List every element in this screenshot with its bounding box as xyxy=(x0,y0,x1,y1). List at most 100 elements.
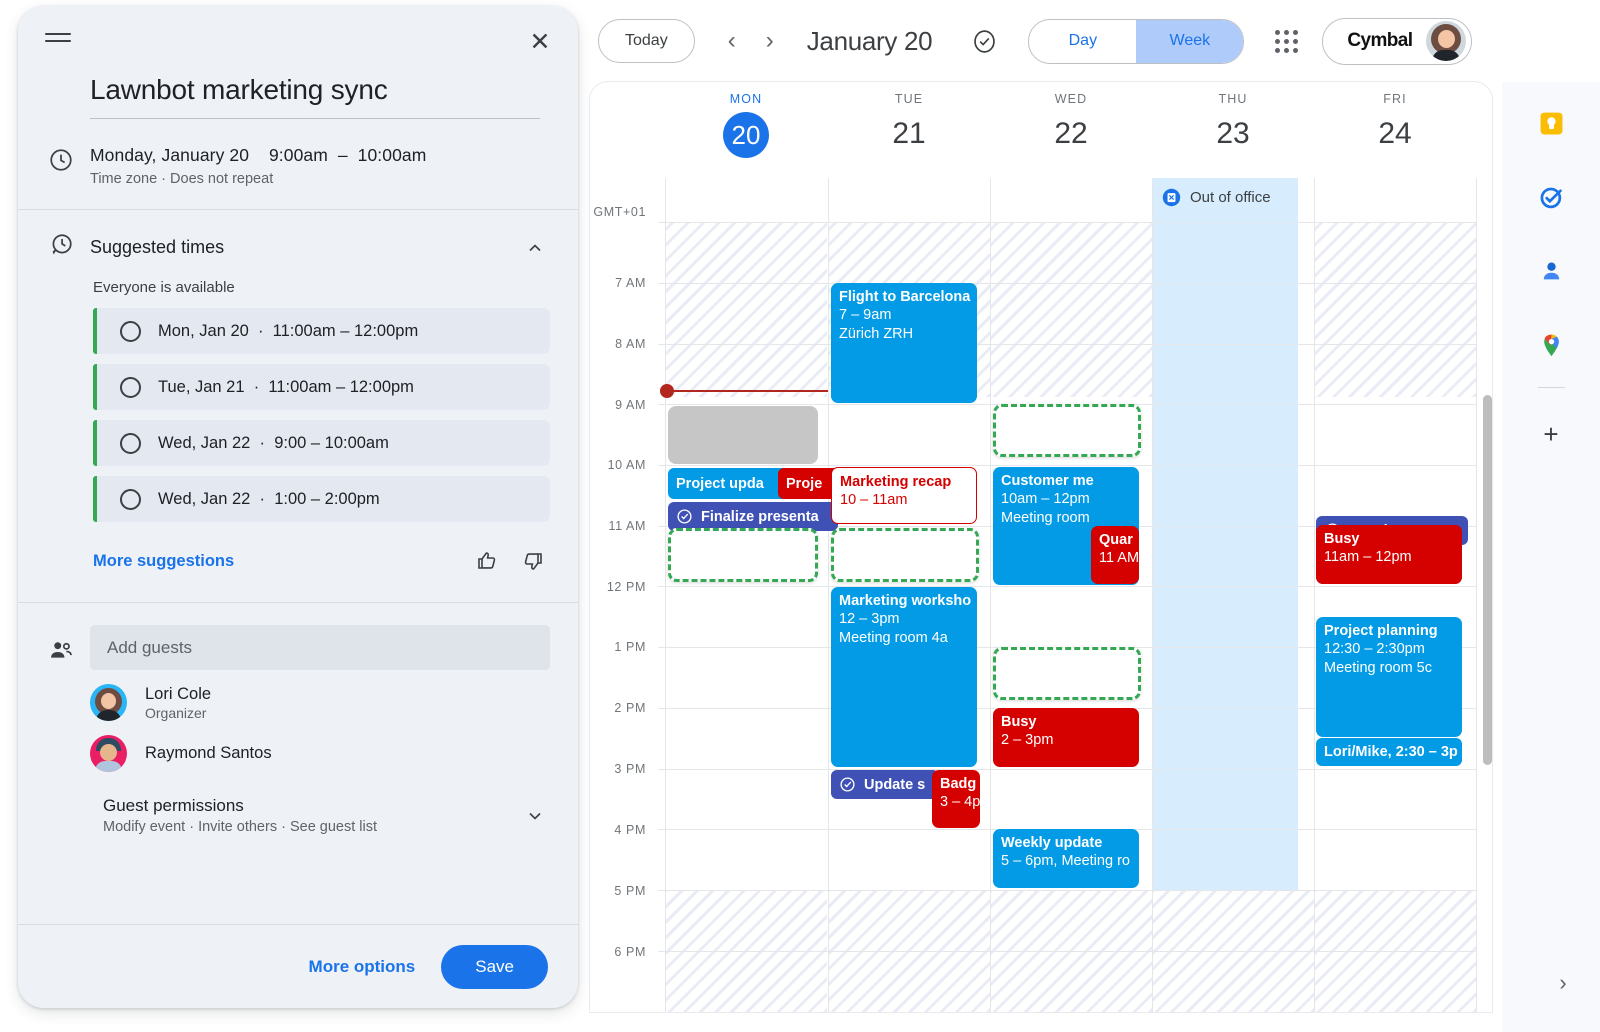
event-title: Quar xyxy=(1099,532,1133,548)
event-end-time[interactable]: 10:00am xyxy=(357,145,427,165)
suggested-time-slot[interactable]: Wed, Jan 22 · 1:00 – 2:00pm xyxy=(93,476,550,522)
day-header-thu[interactable]: THU 23 xyxy=(1152,92,1314,156)
slot-radio[interactable] xyxy=(120,320,141,342)
day-header-fri[interactable]: FRI 24 xyxy=(1314,92,1476,156)
today-button[interactable]: Today xyxy=(598,19,695,63)
availability-text: Everyone is available xyxy=(93,279,235,296)
guest-list-item[interactable]: Lori Cole Organizer xyxy=(90,684,550,721)
event-time: 10am – 12pm xyxy=(1001,491,1090,507)
view-switcher: Day Week xyxy=(1028,18,1245,64)
keep-icon[interactable] xyxy=(1536,108,1566,138)
task-finalize-presentation[interactable]: Finalize presenta xyxy=(668,502,838,531)
task-check-circle-icon xyxy=(676,508,693,525)
day-number[interactable]: 23 xyxy=(1216,117,1250,150)
guest-list-item[interactable]: Raymond Santos xyxy=(90,735,550,772)
avatar[interactable] xyxy=(1426,21,1467,61)
event-title: Weekly update xyxy=(1001,835,1103,851)
more-options-link[interactable]: More options xyxy=(308,956,416,976)
hour-label: 2 PM xyxy=(614,701,646,715)
event-title-input[interactable]: Lawnbot marketing sync xyxy=(90,74,540,119)
day-name: FRI xyxy=(1383,92,1407,106)
event-quarterly[interactable]: Quar 11 AM xyxy=(1091,526,1139,584)
grid-day-line xyxy=(665,178,666,1012)
task-check-icon[interactable] xyxy=(964,21,1004,61)
tab-week[interactable]: Week xyxy=(1136,19,1244,63)
event-project-red[interactable]: Proje xyxy=(778,468,840,499)
guest-name: Lori Cole xyxy=(145,684,212,703)
event-project-planning[interactable]: Project planning 12:30 – 2:30pm Meeting … xyxy=(1316,617,1462,737)
grid-day-line xyxy=(1314,178,1315,1012)
slot-radio[interactable] xyxy=(120,488,141,510)
event-busy-fri[interactable]: Busy 11am – 12pm xyxy=(1316,525,1462,584)
event-date[interactable]: Monday, January 20 xyxy=(90,145,250,165)
suggested-time-slot[interactable]: Mon, Jan 20 · 11:00am – 12:00pm xyxy=(93,308,550,354)
save-button[interactable]: Save xyxy=(441,944,548,989)
day-number[interactable]: 24 xyxy=(1378,117,1412,150)
hour-label: 3 PM xyxy=(614,762,646,776)
event-badge-pickup[interactable]: Badg 3 – 4p xyxy=(932,770,980,828)
out-of-office-label-row[interactable]: Out of office xyxy=(1162,188,1271,207)
slot-radio[interactable] xyxy=(120,432,141,454)
contacts-icon[interactable] xyxy=(1536,256,1566,286)
divider xyxy=(18,602,578,603)
more-suggestions-row: More suggestions xyxy=(93,544,550,578)
event-flight-to-barcelona[interactable]: Flight to Barcelona 7 – 9am Zürich ZRH xyxy=(831,283,977,403)
out-of-office-band[interactable] xyxy=(1152,178,1298,890)
slot-accent-bar xyxy=(93,364,97,410)
suggested-time-slot[interactable]: Wed, Jan 22 · 9:00 – 10:00am xyxy=(93,420,550,466)
tab-day[interactable]: Day xyxy=(1068,32,1098,49)
slot-radio[interactable] xyxy=(120,376,141,398)
slot-accent-bar xyxy=(93,476,97,522)
hour-label: 4 PM xyxy=(614,823,646,837)
suggested-slot-box-mon[interactable] xyxy=(668,528,818,582)
chevron-down-icon[interactable] xyxy=(520,801,550,831)
task-update-slides[interactable]: Update s xyxy=(831,770,939,799)
day-header-tue[interactable]: TUE 21 xyxy=(828,92,990,156)
side-rail: + xyxy=(1502,82,1600,1032)
grid-hour-line xyxy=(658,283,1476,284)
day-number[interactable]: 20 xyxy=(723,112,769,158)
suggested-slot-box-wed-pm[interactable] xyxy=(993,647,1141,700)
add-guests-input[interactable]: Add guests xyxy=(90,625,550,670)
guest-permissions-row[interactable]: Guest permissions Modify event · Invite … xyxy=(90,796,550,835)
event-time: 11am – 12pm xyxy=(1324,549,1412,565)
calendar-vertical-scrollbar[interactable] xyxy=(1483,395,1492,765)
event-marketing-workshop[interactable]: Marketing worksho 12 – 3pm Meeting room … xyxy=(831,587,977,767)
grid-hour-line xyxy=(658,344,1476,345)
day-number[interactable]: 22 xyxy=(1054,117,1088,150)
suggested-slot-box-wed-am[interactable] xyxy=(993,404,1141,457)
event-draft-block[interactable] xyxy=(668,406,818,464)
close-icon[interactable]: ✕ xyxy=(529,27,551,56)
hour-label: 6 PM xyxy=(614,945,646,959)
more-suggestions-link[interactable]: More suggestions xyxy=(93,551,235,570)
apps-grid-icon[interactable] xyxy=(1266,21,1306,61)
event-busy-wed[interactable]: Busy 2 – 3pm xyxy=(993,708,1139,767)
account-chip[interactable]: Cymbal xyxy=(1322,17,1473,65)
thumbs-down-icon[interactable] xyxy=(516,544,550,578)
drag-handle-icon[interactable] xyxy=(45,33,71,45)
grid-hour-line xyxy=(658,890,1476,891)
event-start-time[interactable]: 9:00am xyxy=(268,145,328,165)
grid-day-line xyxy=(990,178,991,1012)
day-header-mon[interactable]: MON 20 xyxy=(665,92,827,158)
day-header-wed[interactable]: WED 22 xyxy=(990,92,1152,156)
next-week-button[interactable]: › xyxy=(765,27,774,54)
event-marketing-recap[interactable]: Marketing recap 10 – 11am xyxy=(831,467,977,524)
add-apps-icon[interactable]: + xyxy=(1543,418,1559,449)
people-icon xyxy=(48,625,90,835)
suggested-slot-box-tue[interactable] xyxy=(831,528,979,582)
time-dash: – xyxy=(337,145,348,165)
day-number[interactable]: 21 xyxy=(892,117,926,150)
event-when-subtext[interactable]: Time zone · Does not repeat xyxy=(90,171,274,187)
event-weekly-update[interactable]: Weekly update 5 – 6pm, Meeting ro xyxy=(993,829,1139,888)
maps-icon[interactable] xyxy=(1536,330,1566,360)
event-lori-mike[interactable]: Lori/Mike, 2:30 – 3p xyxy=(1316,738,1462,766)
rail-divider xyxy=(1538,387,1565,388)
expand-rail-icon[interactable]: › xyxy=(1559,970,1567,995)
suggested-time-slot[interactable]: Tue, Jan 21 · 11:00am – 12:00pm xyxy=(93,364,550,410)
tasks-icon[interactable] xyxy=(1536,182,1566,212)
chevron-up-icon[interactable] xyxy=(520,233,550,263)
thumbs-up-icon[interactable] xyxy=(470,544,504,578)
prev-week-button[interactable]: ‹ xyxy=(727,27,736,54)
out-of-office-label: Out of office xyxy=(1190,189,1271,206)
